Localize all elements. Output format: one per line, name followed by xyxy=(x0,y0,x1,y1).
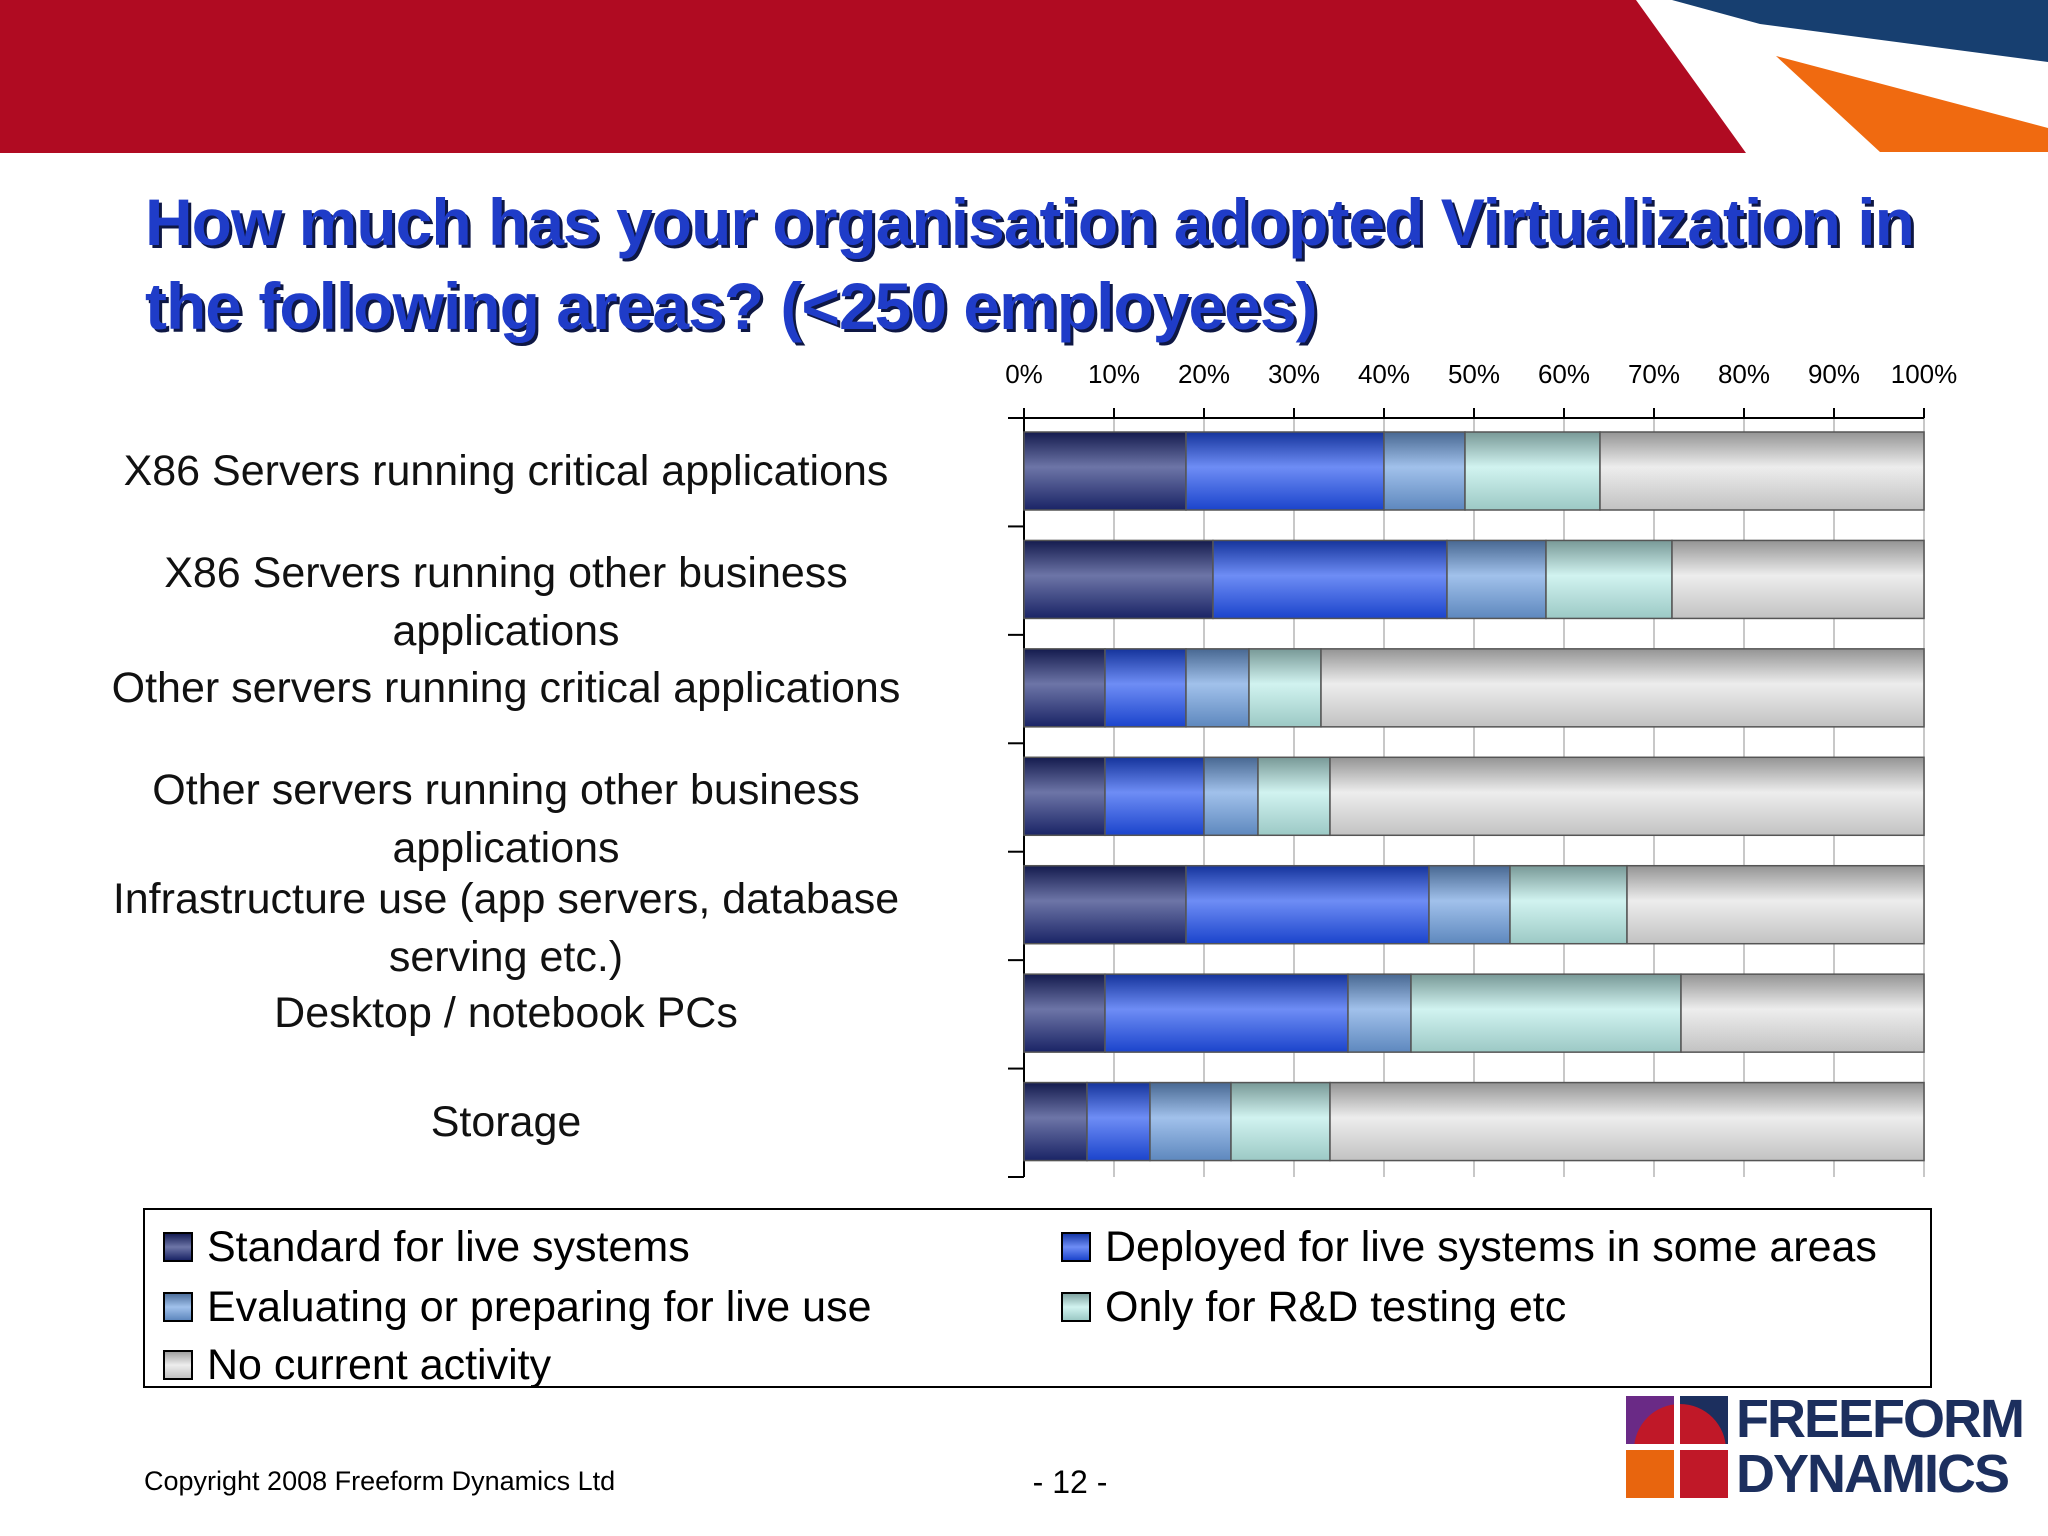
x-tick-label-0: 0% xyxy=(1005,359,1043,389)
bar-segment-2-0 xyxy=(1023,648,1106,728)
x-tick-label-9: 90% xyxy=(1808,359,1860,389)
category-label-2: Other servers running critical applicati… xyxy=(26,659,986,717)
x-tick-label-3: 30% xyxy=(1268,359,1320,389)
bar-segment-1-4 xyxy=(1671,539,1925,620)
category-label-line: Infrastructure use (app servers, databas… xyxy=(112,874,900,923)
bar-segment-0-1 xyxy=(1185,431,1385,511)
bar-segment-6-0 xyxy=(1023,1081,1088,1162)
bar-segment-2-3 xyxy=(1248,648,1322,728)
legend-label: No current activity xyxy=(207,1340,552,1389)
stacked-bar-chart: 0% 10% 20% 30% 40% 50% 60% 70% 80% 90% 100% xyxy=(1005,359,1958,1178)
chart-legend: Standard for live systems Deployed for li… xyxy=(143,1208,1932,1389)
bar-segment-5-4 xyxy=(1680,973,1925,1053)
bar-segment-2-1 xyxy=(1104,648,1187,728)
category-label-line: Desktop / notebook PCs xyxy=(274,989,738,1038)
x-tick-label-10: 100% xyxy=(1891,359,1958,389)
legend-swatch-icon xyxy=(1061,1292,1091,1322)
category-label-line: Other servers running other business xyxy=(152,766,860,815)
legend-label: Standard for live systems xyxy=(207,1222,690,1271)
bar-segment-3-1 xyxy=(1104,756,1205,837)
category-label-line: X86 Servers running critical application… xyxy=(123,447,889,495)
logo-line-1: FREEFORM xyxy=(1736,1389,2025,1449)
legend-item-1: Deployed for live systems in some areas xyxy=(1061,1218,1877,1276)
bar-segment-6-2 xyxy=(1149,1081,1232,1162)
category-label-line: Other servers running critical applicati… xyxy=(111,663,901,712)
bar-segment-3-2 xyxy=(1203,756,1259,837)
category-label-5: Desktop / notebook PCs xyxy=(26,984,986,1042)
legend-item-3: Only for R&D testing etc xyxy=(1061,1278,1566,1336)
freeform-dynamics-logo: FREEFORM DYNAMICS xyxy=(1622,1389,2025,1504)
bar-segment-6-3 xyxy=(1230,1081,1331,1162)
x-tick-label-1: 10% xyxy=(1088,359,1140,389)
category-label-6: Storage xyxy=(26,1093,986,1151)
bar-segment-5-3 xyxy=(1410,973,1682,1053)
bar-segment-3-3 xyxy=(1257,756,1331,837)
bar-segment-5-1 xyxy=(1104,973,1349,1053)
logo-line-2: DYNAMICS xyxy=(1736,1444,2010,1504)
logo-wordmark: FREEFORM DYNAMICS xyxy=(1736,1389,2025,1504)
bar-segment-5-2 xyxy=(1347,973,1412,1053)
bar-segment-4-4 xyxy=(1626,864,1925,945)
legend-label: Deployed for live systems in some areas xyxy=(1105,1222,1877,1271)
category-label-0: X86 Servers running critical application… xyxy=(26,442,986,500)
bar-segment-4-2 xyxy=(1428,864,1511,945)
category-label-line: applications xyxy=(392,607,620,656)
legend-item-0: Standard for live systems xyxy=(163,1218,690,1276)
bar-segment-4-0 xyxy=(1023,864,1187,945)
category-label-4: Infrastructure use (app servers, databas… xyxy=(26,870,986,986)
legend-swatch-icon xyxy=(163,1350,193,1380)
bar-segment-6-1 xyxy=(1086,1081,1151,1162)
category-label-3: Other servers running other business appl… xyxy=(26,761,986,877)
header-band xyxy=(0,0,2048,156)
bar-segment-2-2 xyxy=(1185,648,1250,728)
bar-segment-2-4 xyxy=(1320,648,1925,728)
legend-item-2: Evaluating or preparing for live use xyxy=(163,1278,871,1336)
bar-segment-4-3 xyxy=(1509,864,1628,945)
bar-segment-1-3 xyxy=(1545,539,1673,620)
legend-label: Evaluating or preparing for live use xyxy=(207,1282,872,1331)
bar-segment-0-0 xyxy=(1023,431,1187,511)
x-tick-label-2: 20% xyxy=(1178,359,1230,389)
bar-segment-3-0 xyxy=(1023,756,1106,837)
x-tick-label-5: 50% xyxy=(1448,359,1500,389)
category-label-line: Storage xyxy=(430,1097,582,1146)
category-label-1: X86 Servers running other business applic… xyxy=(26,544,986,660)
x-tick-label-7: 70% xyxy=(1628,359,1680,389)
x-tick-label-4: 40% xyxy=(1358,359,1410,389)
bar-segment-1-0 xyxy=(1023,539,1214,620)
logo-mark-icon xyxy=(1622,1392,1732,1502)
bar-segment-6-4 xyxy=(1329,1081,1925,1162)
bar-segment-3-4 xyxy=(1329,756,1925,837)
x-tick-label-8: 80% xyxy=(1718,359,1770,389)
legend-swatch-icon xyxy=(163,1232,193,1262)
bar-segment-4-1 xyxy=(1185,864,1430,945)
legend-label: Only for R&D testing etc xyxy=(1105,1282,1567,1331)
legend-swatch-icon xyxy=(1061,1232,1091,1262)
category-label-line: X86 Servers running other business xyxy=(164,549,848,598)
category-label-line: applications xyxy=(392,824,620,873)
page-title-line-2: the following areas? (<250 employees) xyxy=(145,269,1318,343)
bar-segment-0-3 xyxy=(1464,431,1601,511)
x-tick-label-6: 60% xyxy=(1538,359,1590,389)
page-title: How much has your organisation adopted V… xyxy=(145,180,1945,348)
bar-segment-5-0 xyxy=(1023,973,1106,1053)
bar-segment-0-4 xyxy=(1599,431,1925,511)
category-label-line: serving etc.) xyxy=(388,932,624,981)
bar-segment-0-2 xyxy=(1383,431,1466,511)
bar-segment-1-2 xyxy=(1446,539,1547,620)
bar-segment-1-1 xyxy=(1212,539,1448,620)
page-number: - 12 - xyxy=(1032,1464,1108,1500)
copyright-notice: Copyright 2008 Freeform Dynamics Ltd xyxy=(144,1466,616,1496)
page-title-line-1: How much has your organisation adopted V… xyxy=(145,185,1915,259)
legend-item-4: No current activity xyxy=(163,1336,551,1394)
legend-swatch-icon xyxy=(163,1292,193,1322)
